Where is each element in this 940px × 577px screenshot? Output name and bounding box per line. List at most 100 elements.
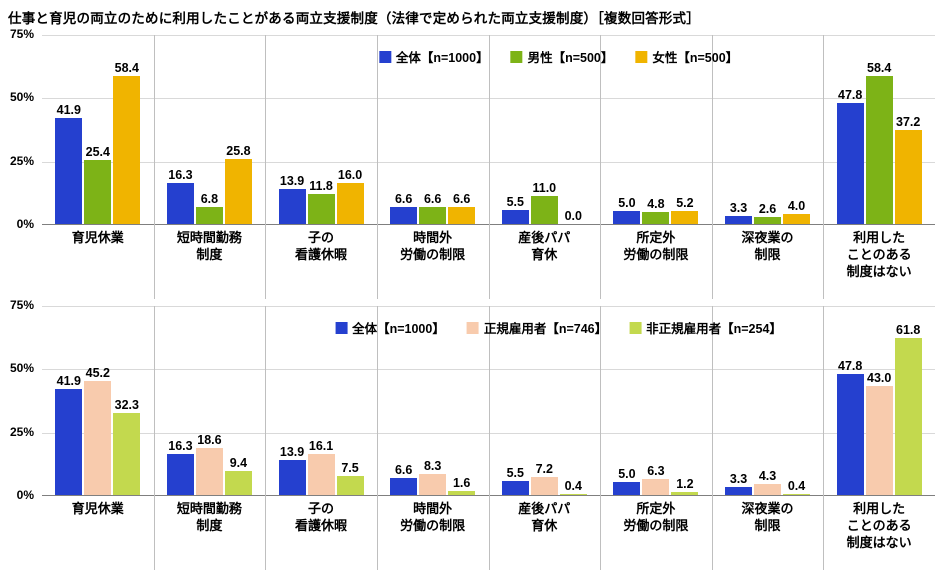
y-tick-label: 25% bbox=[9, 424, 34, 439]
bar-value-label: 6.6 bbox=[423, 192, 442, 207]
bar-rect bbox=[754, 217, 782, 224]
bar-rect bbox=[278, 188, 306, 224]
category-label: 所定外 労働の制限 bbox=[623, 501, 689, 533]
bar: 45.2 bbox=[84, 365, 112, 495]
bar-group: 13.9 11.8 16.0 bbox=[265, 34, 377, 224]
category-labels: 育児休業 短時間勤務 制度 子の 看護休暇 時間外 労働の制限 産後パパ 育休 所定外 労… bbox=[42, 496, 935, 570]
bar-value-label: 16.0 bbox=[337, 168, 363, 183]
bar-value-label: 5.2 bbox=[676, 195, 694, 210]
y-tick-label: 50% bbox=[9, 361, 34, 376]
bar-value-label: 5.0 bbox=[618, 196, 636, 211]
bar-value-label: 41.9 bbox=[56, 373, 81, 388]
bar-rect bbox=[390, 478, 418, 495]
bar: 61.8 bbox=[894, 323, 922, 495]
legend-item: 女性【n=500】 bbox=[635, 47, 738, 66]
legend-item: 男性【n=500】 bbox=[510, 47, 614, 66]
bar-value-label: 6.6 bbox=[394, 192, 413, 207]
bar-value-label: 11.8 bbox=[309, 179, 333, 194]
bar: 25.4 bbox=[84, 145, 112, 224]
bar-group: 47.8 58.4 37.2 bbox=[823, 34, 935, 224]
bar-rect bbox=[530, 476, 558, 495]
bar-value-label: 58.4 bbox=[114, 61, 139, 76]
bar: 1.2 bbox=[671, 477, 699, 495]
category-label: 育児休業 bbox=[71, 501, 124, 516]
bar-group: 16.3 6.8 25.8 bbox=[154, 34, 266, 224]
bar: 0.0 bbox=[560, 209, 587, 224]
plot-grid: 全体【n=1000】 正規雇用者【n=746】 非正規雇用者【n=254】 41.9 4… bbox=[42, 306, 935, 496]
category-label: 深夜業の 制限 bbox=[741, 501, 794, 533]
bar: 6.6 bbox=[419, 192, 447, 224]
bar-value-label: 4.0 bbox=[787, 198, 806, 213]
bar: 47.8 bbox=[836, 359, 864, 495]
legend-label: 全体【n=1000】 bbox=[352, 322, 445, 336]
bar: 6.3 bbox=[642, 464, 670, 495]
category-separator bbox=[711, 35, 713, 299]
bar-value-label: 43.0 bbox=[867, 371, 892, 386]
bar-value-label: 4.8 bbox=[647, 196, 665, 211]
category-separator bbox=[600, 35, 602, 299]
bar-value-label: 45.2 bbox=[85, 365, 110, 380]
bar-value-label: 41.9 bbox=[56, 102, 81, 117]
bar: 58.4 bbox=[113, 61, 141, 224]
bar: 3.3 bbox=[725, 472, 753, 495]
category-label: 時間外 労働の制限 bbox=[400, 501, 466, 533]
category-separator bbox=[823, 306, 825, 570]
y-tick-label: 75% bbox=[9, 27, 34, 41]
bar: 18.6 bbox=[195, 433, 223, 495]
bar-rect bbox=[224, 471, 252, 495]
bar-rect bbox=[836, 373, 864, 495]
bar-group: 5.5 7.2 0.4 bbox=[489, 305, 601, 495]
bar-group: 6.6 6.6 6.6 bbox=[377, 34, 489, 224]
category-separator bbox=[376, 306, 378, 570]
bar-rect bbox=[195, 447, 223, 495]
legend-label: 正規雇用者【n=746】 bbox=[483, 322, 608, 336]
bar-rect bbox=[307, 454, 335, 495]
bar-rect bbox=[84, 380, 112, 495]
bar-rect bbox=[448, 490, 476, 495]
bar-value-label: 2.6 bbox=[758, 202, 777, 217]
bar-value-label: 6.6 bbox=[452, 192, 471, 207]
bar-value-label: 6.3 bbox=[647, 464, 665, 479]
plot-area: 全体【n=1000】 男性【n=500】 女性【n=500】 41.9 25.4 58.4… bbox=[42, 35, 935, 299]
chart-2: 75% 50% 25% 0% 全体【n=1000】 正規雇用者【n=746】 非正規雇用者【… bbox=[0, 298, 940, 570]
legend: 全体【n=1000】 正規雇用者【n=746】 非正規雇用者【n=254】 bbox=[335, 318, 782, 337]
bar-rect bbox=[642, 479, 670, 495]
bar-value-label: 11.0 bbox=[532, 181, 557, 196]
bar-rect bbox=[390, 207, 418, 224]
category-label: 育児休業 bbox=[71, 230, 124, 245]
bar-rect bbox=[84, 159, 112, 224]
legend: 全体【n=1000】 男性【n=500】 女性【n=500】 bbox=[378, 47, 738, 66]
legend-label: 男性【n=500】 bbox=[527, 51, 614, 65]
legend-swatch bbox=[635, 50, 648, 63]
bar-rect bbox=[278, 459, 306, 495]
bar: 6.6 bbox=[390, 192, 418, 224]
bar-rect bbox=[419, 473, 447, 495]
bar-rect bbox=[166, 453, 194, 495]
bar-rect bbox=[336, 476, 364, 495]
bar: 16.3 bbox=[166, 439, 194, 495]
bar-value-label: 6.6 bbox=[394, 463, 413, 478]
legend-label: 女性【n=500】 bbox=[652, 51, 739, 65]
category-label: 利用した ことのある 制度はない bbox=[846, 501, 912, 550]
bar-group: 13.9 16.1 7.5 bbox=[265, 305, 377, 495]
bar-value-label: 16.1 bbox=[308, 439, 334, 454]
category-labels: 育児休業 短時間勤務 制度 子の 看護休暇 時間外 労働の制限 産後パパ 育休 所定外 労… bbox=[42, 225, 935, 299]
bar-rect bbox=[559, 494, 587, 495]
category-separator bbox=[376, 35, 378, 299]
bar-rect bbox=[113, 76, 141, 224]
bar-group: 3.3 2.6 4.0 bbox=[712, 34, 824, 224]
legend-swatch bbox=[629, 321, 642, 334]
bar: 13.9 bbox=[278, 445, 306, 495]
bar-group: 41.9 45.2 32.3 bbox=[42, 305, 154, 495]
bar: 13.9 bbox=[278, 174, 306, 224]
bar-value-label: 0.4 bbox=[787, 479, 806, 493]
bar: 5.5 bbox=[501, 466, 529, 495]
bar-group: 5.0 4.8 5.2 bbox=[600, 34, 712, 224]
bar-value-label: 3.3 bbox=[729, 200, 748, 215]
bar: 7.5 bbox=[336, 461, 364, 495]
bar-rect bbox=[725, 215, 753, 224]
category-separator bbox=[600, 306, 602, 570]
bar-value-label: 32.3 bbox=[114, 398, 139, 413]
y-axis: 75% 50% 25% 0% bbox=[0, 298, 38, 502]
plot-grid: 全体【n=1000】 男性【n=500】 女性【n=500】 41.9 25.4 58.4… bbox=[42, 35, 935, 225]
